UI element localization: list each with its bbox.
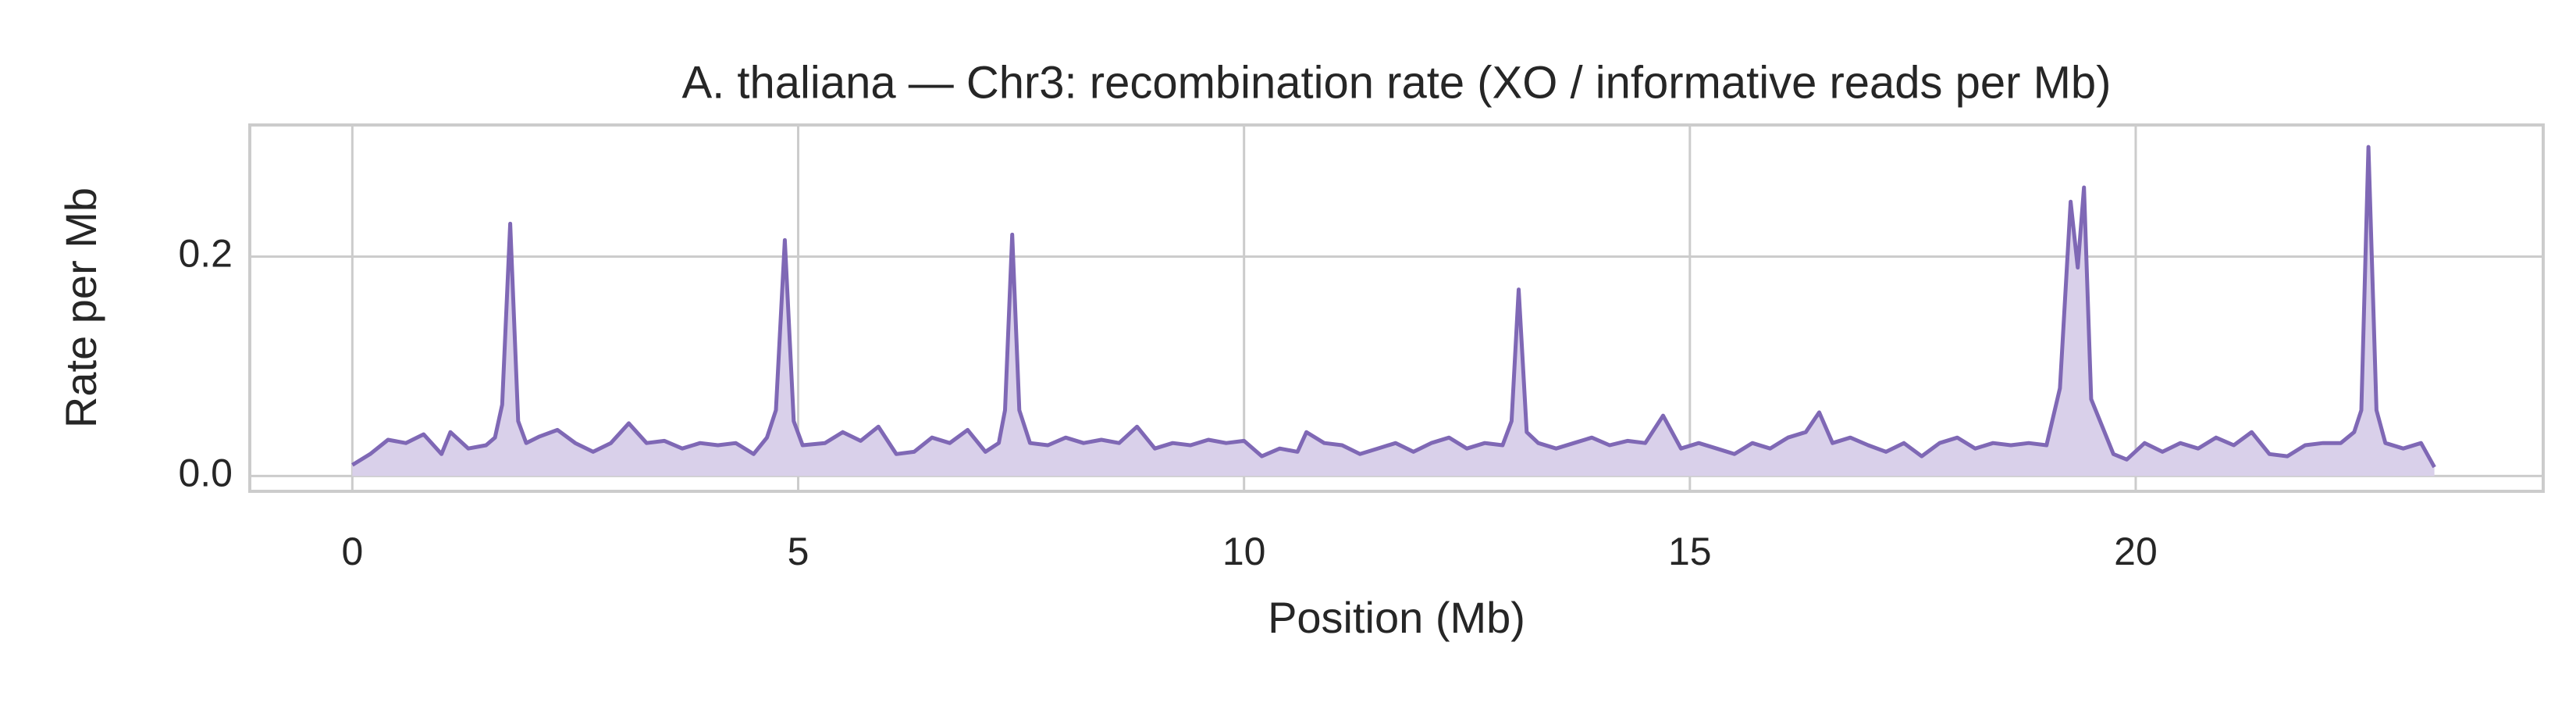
x-axis-label: Position (Mb) xyxy=(1268,593,1525,642)
y-tick-label: 0.2 xyxy=(178,232,233,276)
x-tick-label: 15 xyxy=(1668,530,1712,573)
x-tick-label: 5 xyxy=(788,530,809,573)
y-axis-label: Rate per Mb xyxy=(56,187,105,428)
plot-frame xyxy=(248,123,2545,493)
x-tick-label: 10 xyxy=(1222,530,1266,573)
y-tick-label: 0.0 xyxy=(178,451,233,495)
x-tick-label: 0 xyxy=(341,530,363,573)
area-fill xyxy=(352,147,2435,476)
x-tick-label: 20 xyxy=(2114,530,2158,573)
chart-title: A. thaliana — Chr3: recombination rate (… xyxy=(682,57,2112,108)
line xyxy=(351,145,2436,469)
